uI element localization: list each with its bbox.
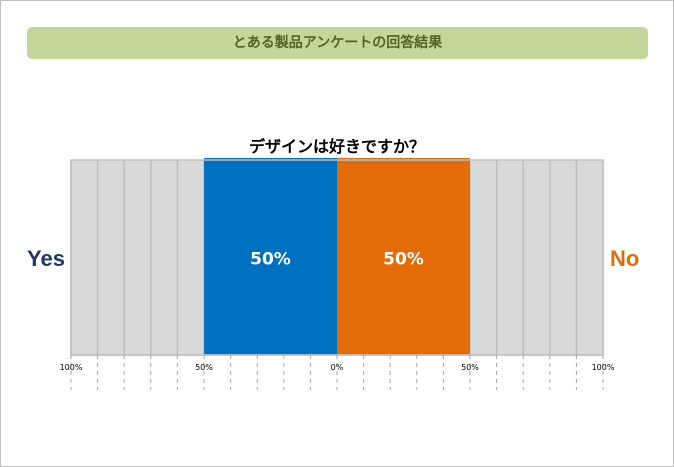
chart-title: デザインは好きですか？ <box>248 137 425 156</box>
tick-label: 50% <box>195 363 213 372</box>
yes-label: Yes <box>27 246 65 271</box>
survey-banner-title: とある製品アンケートの回答結果 <box>27 27 648 59</box>
bar-yes <box>204 158 337 355</box>
bar-no <box>337 158 470 355</box>
data-label-no: 50% <box>383 250 424 270</box>
tick-label: 50% <box>461 363 479 372</box>
tick-label: 100% <box>60 363 83 372</box>
tick-label: 0% <box>331 363 344 372</box>
data-label-yes: 50% <box>250 250 291 270</box>
tick-label: 100% <box>592 363 615 372</box>
no-label: No <box>610 246 640 271</box>
